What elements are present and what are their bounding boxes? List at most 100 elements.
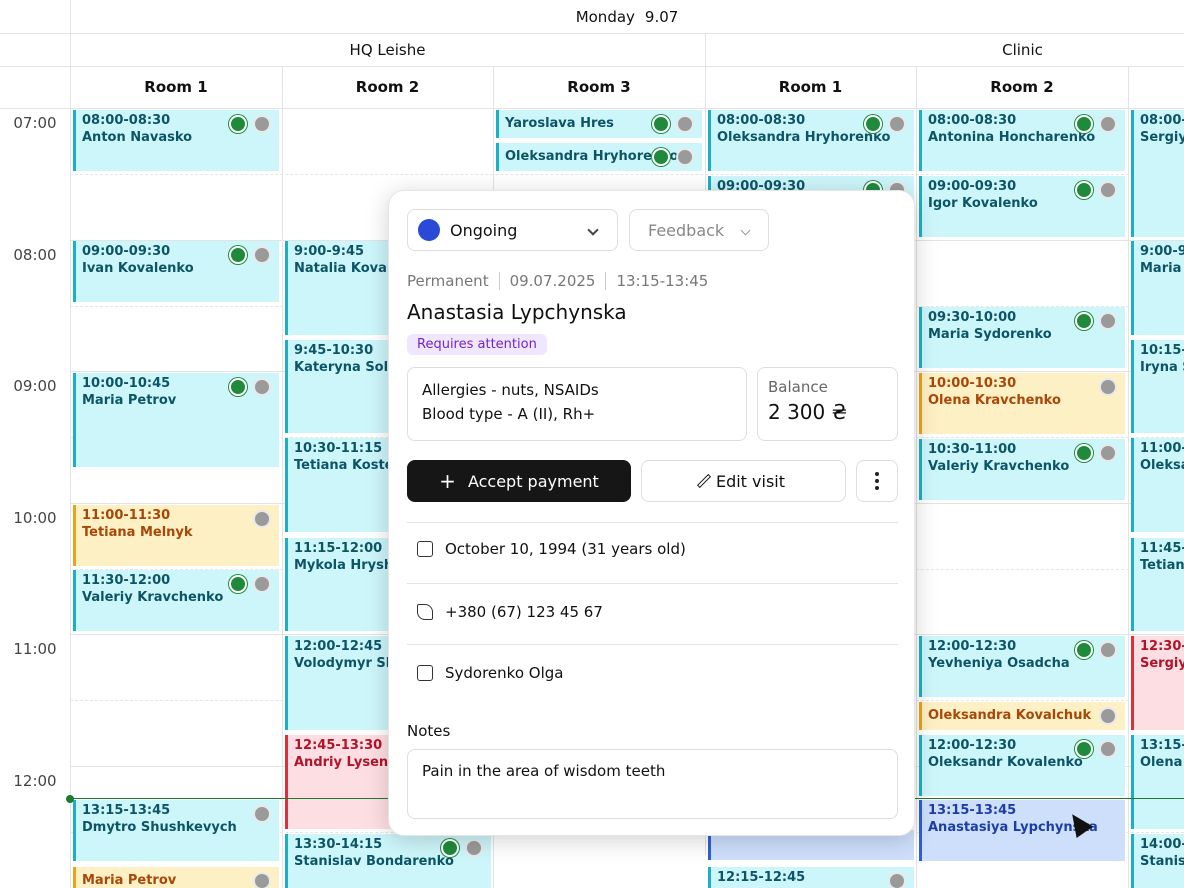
avatar [253,115,271,133]
avatar [888,872,906,888]
event-patient: Antonina Honcharenko [928,130,1096,145]
event-patient: Valeriy Kravchenko [82,590,224,605]
status-icon [229,575,247,593]
visit-meta: Permanent 09.07.2025 13:15-13:45 [407,272,708,290]
event-time: 09:30-10:00 [928,310,1017,325]
birthday-row: October 10, 1994 (31 years old) [417,540,686,558]
phone-row: +380 (67) 123 45 67 [417,603,603,621]
status-dropdown[interactable]: Ongoing [407,209,618,251]
event-patient: Maria Petrov [82,393,177,408]
event-time: 11:45-1 [1140,541,1184,556]
column-line [1128,66,1129,888]
event-patient: Tetiana Melnyk [82,525,193,540]
current-time-dot [66,795,74,803]
event-card[interactable]: 08:00- Sergiy [1131,110,1184,237]
event-patient: Maria Petrov [82,873,177,888]
avatar [1099,115,1117,133]
status-icon [441,839,459,857]
patient-name: Anastasia Lypchynska [407,300,627,324]
event-patient: Olena Kravchenko [928,393,1061,408]
event-card[interactable]: 13:30-14:15 Stanislav Bondarenko [285,834,491,888]
event-card[interactable]: 11:00-11:30 Tetiana Melnyk [73,505,279,566]
balance-box: Balance 2 300 ₴ [757,367,898,441]
location-name: Clinic [1002,40,1043,59]
feedback-dropdown[interactable]: Feedback [629,209,769,251]
event-card[interactable]: 11:00-1 Oleksa [1131,438,1184,532]
separator [605,272,607,290]
event-card[interactable]: 10:15-1 Iryna S [1131,340,1184,433]
avatar [253,246,271,264]
event-card[interactable]: 13:15-1 Olena K [1131,735,1184,829]
event-time: 13:15-13:45 [928,803,1017,818]
avatar [253,575,271,593]
avatar [676,115,694,133]
event-patient: Anton Navasko [82,130,193,145]
balance-label: Balance [768,378,828,396]
dot [875,479,879,483]
event-card[interactable]: 09:00-09:30 Ivan Kovalenko [73,241,279,302]
event-card[interactable]: 14:00- Stanish [1131,834,1184,888]
event-patient: Dmytro Shushkevych [82,820,237,835]
status-icon [864,115,882,133]
header-line [0,33,1184,34]
avatar [1099,707,1117,725]
event-time: 09:00-09:30 [82,244,171,259]
row-icon [417,541,433,557]
event-card[interactable]: 08:00-08:30 Oleksandra Hryhorenko [708,110,914,171]
event-card[interactable]: 9:00-9: Maria P [1131,241,1184,335]
event-card[interactable]: 09:30-10:00 Maria Sydorenko [919,307,1125,368]
event-time: 12:00-12:30 [928,639,1017,654]
event-time: 11:30-12:00 [82,573,171,588]
event-patient: Maria P [1140,261,1184,276]
event-card[interactable]: 12:15-12:45 [708,867,914,888]
row-text: Sydorenko Olga [445,664,564,682]
event-time: 9:45-10:30 [294,343,374,358]
visit-popup: Ongoing Feedback Permanent 09.07.2025 13:15-… [388,190,915,836]
edit-visit-button[interactable]: Edit visit [641,460,846,502]
event-card[interactable]: 12:00-12:30 Oleksandr Kovalenko [919,735,1125,796]
event-card[interactable]: Yaroslava Hres [496,110,702,138]
event-card[interactable]: 13:15-13:45 Anastasiya Lypchynska [919,800,1125,861]
avatar [253,805,271,823]
event-card[interactable]: Oleksandra Kovalchuk [919,702,1125,730]
event-time: 08:00-08:30 [717,113,806,128]
avatar [676,148,694,166]
event-card[interactable]: Maria Petrov [73,867,279,888]
event-card[interactable]: 10:00-10:30 Olena Kravchenko [919,373,1125,434]
event-card[interactable]: 09:00-09:30 Igor Kovalenko [919,176,1125,237]
event-card[interactable]: 12:00-12:30 Yevheniya Osadcha [919,636,1125,697]
avatar [465,839,483,857]
accept-payment-button[interactable]: + Accept payment [407,460,631,502]
divider [407,583,898,584]
status-icon [1075,641,1093,659]
column-line [282,66,283,888]
separator [498,272,500,290]
header-line [0,108,1184,109]
event-patient: Oleksandra Kovalchuk [928,708,1092,723]
row-text: October 10, 1994 (31 years old) [445,540,686,558]
room-name: Room 2 [355,78,420,96]
event-time: 13:15-1 [1140,738,1184,753]
event-card[interactable]: 11:45-1 Tetiana [1131,538,1184,631]
event-time: 13:30-14:15 [294,837,383,852]
event-time: 9:00-9:45 [294,244,365,259]
day-header: Monday 9.07 [70,0,1184,33]
event-time: 13:15-13:45 [82,803,171,818]
status-icon [1075,312,1093,330]
event-card[interactable]: 10:00-10:45 Maria Petrov [73,373,279,467]
event-card[interactable]: 13:15-13:45 Dmytro Shushkevych [73,800,279,861]
event-time: 10:00-10:30 [928,376,1017,391]
event-card[interactable]: 08:00-08:30 Antonina Honcharenko [919,110,1125,171]
more-button[interactable] [856,460,898,502]
event-card[interactable]: Oleksandra Hryhorenko [496,143,702,171]
row-text: +380 (67) 123 45 67 [445,603,603,621]
event-card[interactable]: 11:30-12:00 Valeriy Kravchenko [73,570,279,631]
status-icon [1075,115,1093,133]
event-card[interactable]: 12:30- Sergiy [1131,636,1184,730]
event-card[interactable]: 08:00-08:30 Anton Navasko [73,110,279,171]
event-patient: Tetiana Koster [294,458,400,473]
notes-text: Pain in the area of wisdom teeth [422,762,666,780]
avatar [1099,312,1117,330]
event-card[interactable]: 10:30-11:00 Valeriy Kravchenko [919,439,1125,500]
